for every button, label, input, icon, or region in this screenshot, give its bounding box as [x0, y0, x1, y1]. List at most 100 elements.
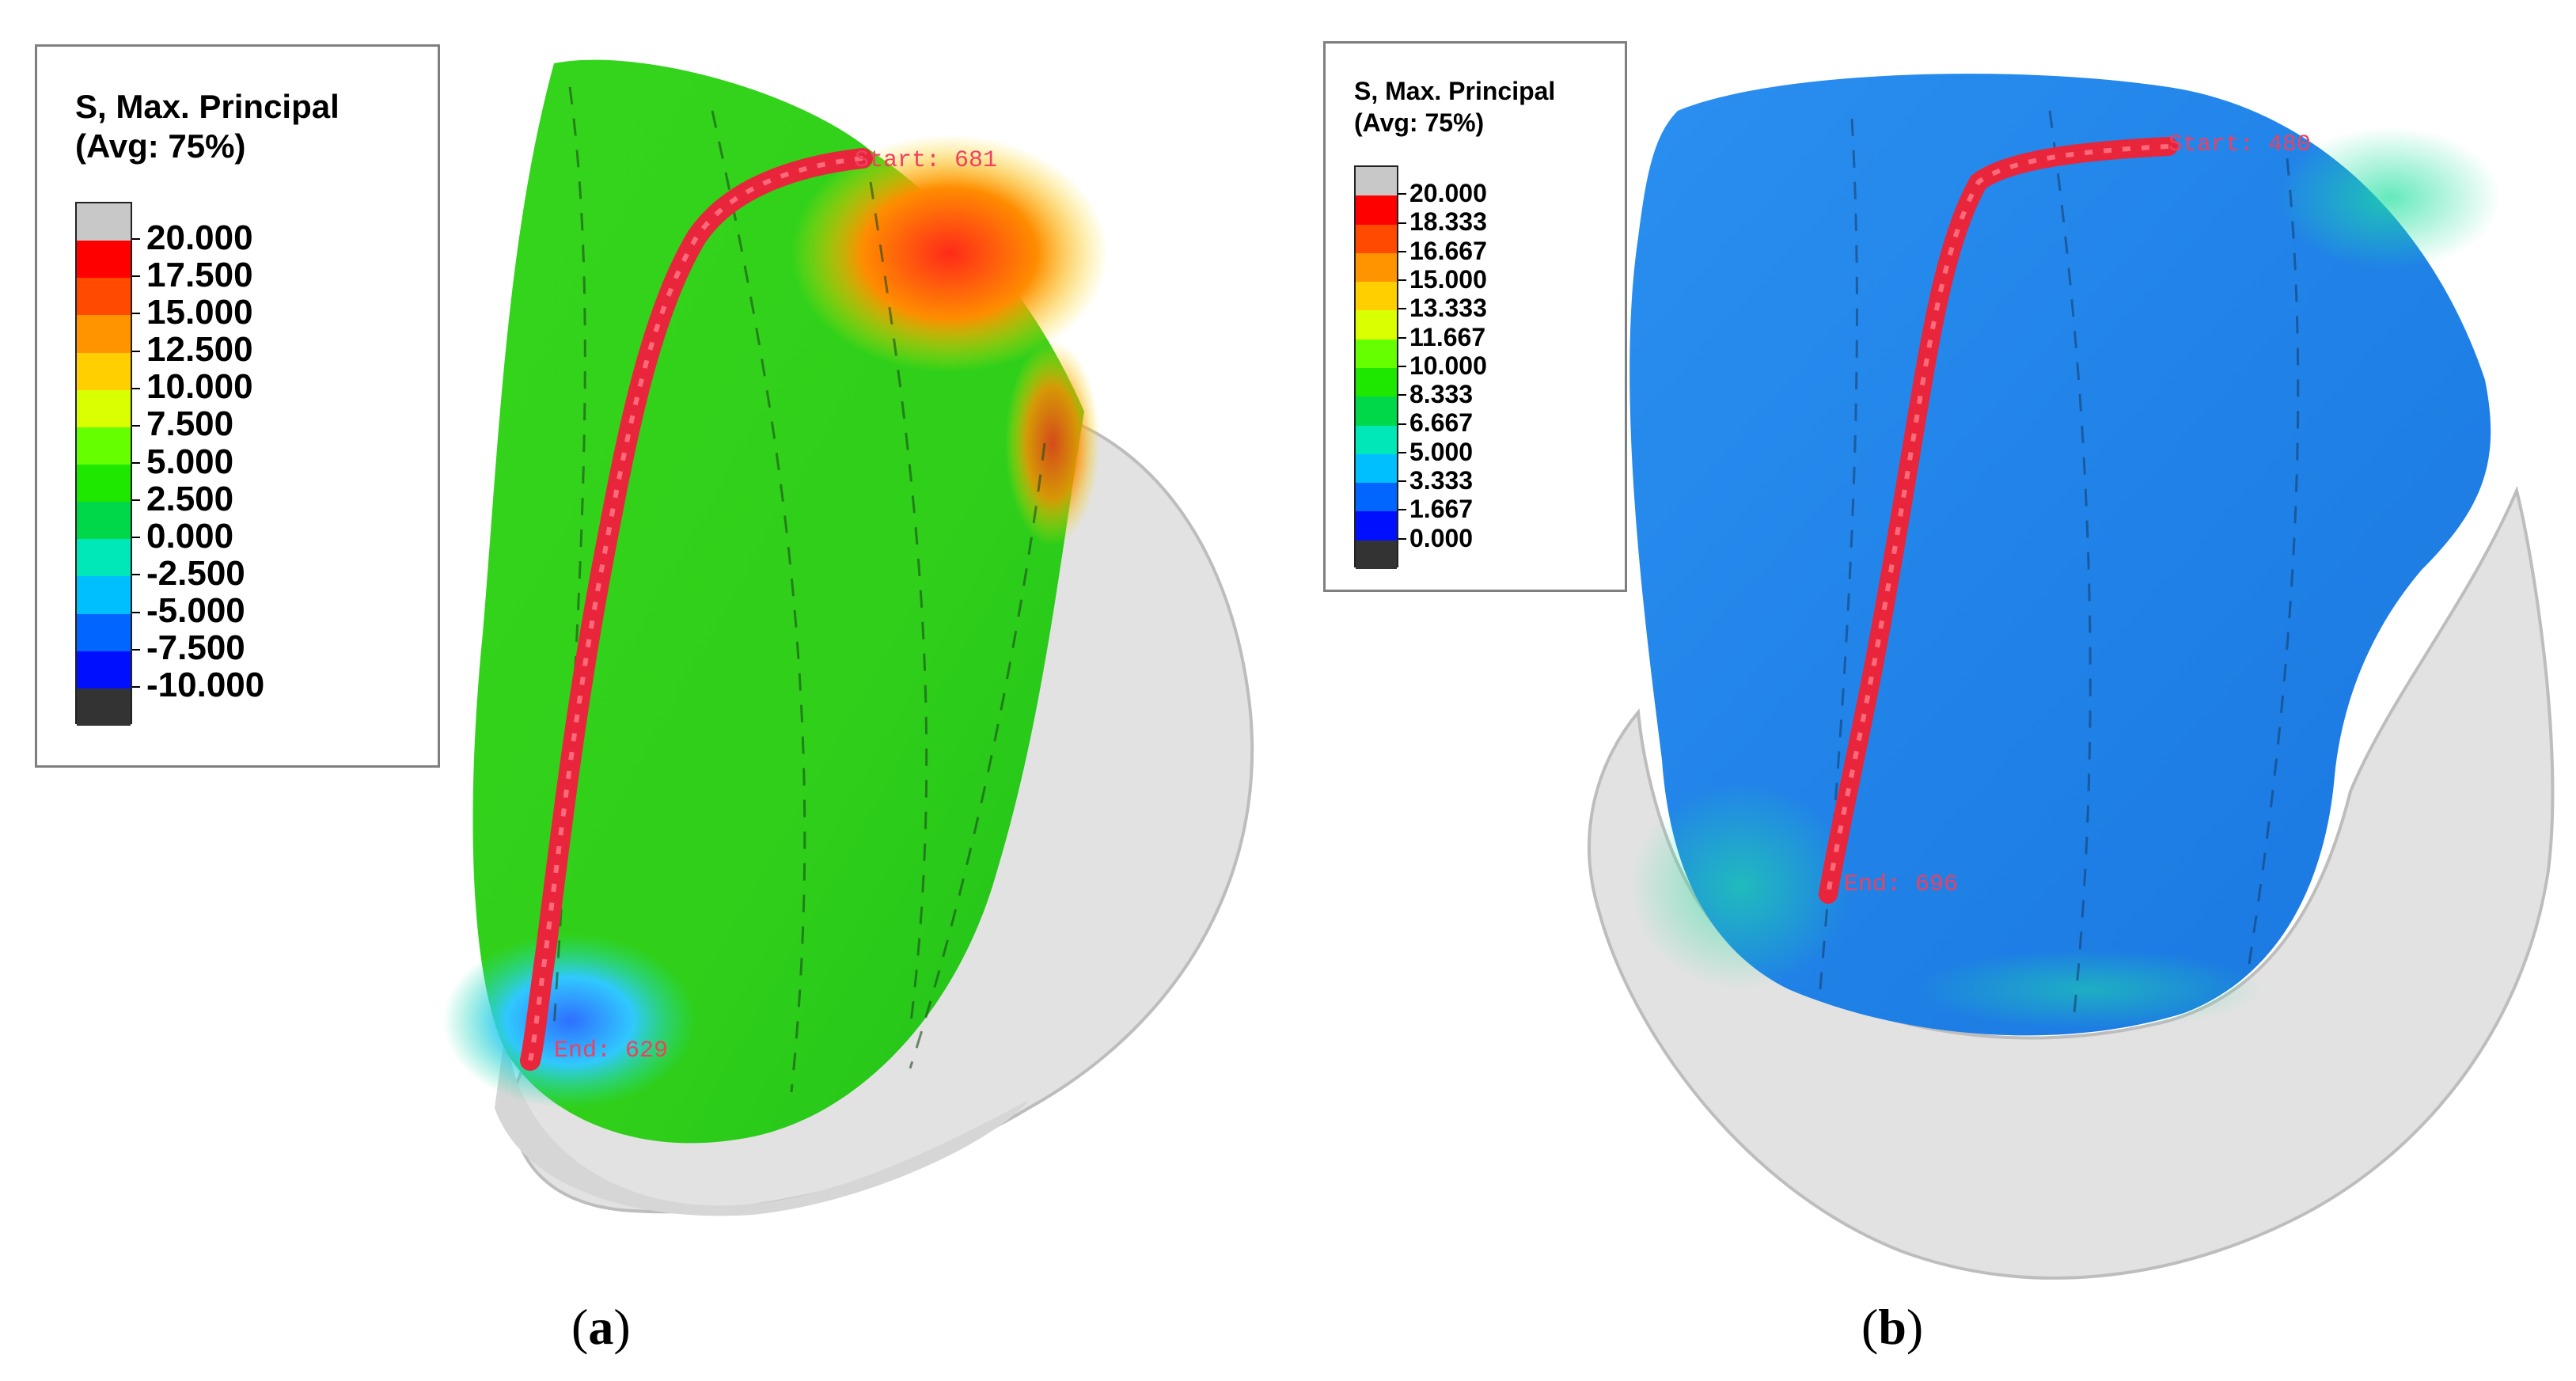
legend-swatch: [1356, 368, 1397, 397]
legend-tick: [1398, 279, 1406, 282]
bone-rim: [495, 1021, 1029, 1216]
legend-tick: [1398, 336, 1406, 339]
panel-a-model: Start: 681 End: 629: [443, 59, 1254, 1216]
legend-swatch: [1356, 167, 1397, 196]
legend-label: -5.000: [146, 591, 245, 631]
legend-swatch: [1356, 282, 1397, 311]
legend-tick: [1398, 366, 1406, 367]
legend-label: 13.333: [1409, 294, 1487, 323]
legend-swatch: [1356, 339, 1397, 369]
legend-label: 3.333: [1409, 465, 1474, 495]
legend-tick: [1398, 423, 1406, 425]
legend-label: -2.500: [146, 554, 245, 594]
legend-subtitle: (Avg: 75%): [1354, 108, 1485, 137]
legend-swatch: [77, 651, 131, 689]
legend-label: 10.000: [1409, 351, 1487, 380]
legend-label: 20.000: [146, 218, 253, 257]
legend-swatch: [1356, 540, 1397, 570]
legend-label: 20.000: [1409, 179, 1487, 208]
legend-swatch: [1356, 453, 1397, 484]
legend-tick: [132, 350, 140, 352]
legend-swatch: [77, 539, 131, 577]
legend-tick: [132, 685, 140, 688]
legend-tick: [132, 499, 140, 502]
legend-tick: [1398, 250, 1406, 252]
legend-label: 5.000: [146, 442, 234, 481]
bone-shape: [1588, 485, 2555, 1280]
legend-label: -7.500: [146, 628, 245, 668]
legend-tick: [132, 574, 140, 576]
legend-swatch: [77, 352, 131, 391]
legend-swatch: [1356, 252, 1397, 283]
legend-tick: [1398, 509, 1406, 511]
legend-swatch: [77, 389, 131, 428]
legend-swatch: [1356, 483, 1397, 512]
legend-label: 11.667: [1409, 322, 1486, 351]
legend-title: S, Max. Principal: [1354, 77, 1556, 105]
legend-label: 0.000: [1409, 523, 1474, 552]
legend-tick: [1398, 222, 1406, 224]
legend-swatch: [77, 315, 131, 354]
legend-colorbar: [75, 202, 132, 727]
panel-b-caption: (b): [1861, 1299, 1924, 1355]
legend-label: 15.000: [1409, 264, 1487, 294]
legend-tick: [1398, 537, 1406, 540]
path-end-label: End: 629: [554, 1038, 668, 1064]
legend-tick: [132, 387, 140, 389]
legend-tick: [1398, 193, 1406, 195]
legend-swatch: [1356, 511, 1397, 541]
panel-b-legend: S, Max. Principal (Avg: 75%) 20.000 18.33…: [1323, 41, 1627, 592]
legend-label: 10.000: [146, 367, 253, 407]
legend-label: 7.500: [146, 404, 234, 444]
legend-label: 6.667: [1409, 408, 1474, 438]
legend-tick: [132, 238, 140, 241]
panel-a-legend: S, Max. Principal (Avg: 75%) 20.000 17.50…: [35, 44, 440, 768]
hot-zone: [791, 135, 1108, 372]
legend-swatch: [1356, 310, 1397, 340]
legend-tick: [132, 537, 140, 539]
path-end-label: End: 696: [1844, 871, 1958, 898]
legend-swatch: [77, 688, 131, 727]
legend-label: 17.500: [146, 255, 253, 294]
legend-colorbar: [1354, 165, 1398, 570]
legend-label: 5.000: [1409, 437, 1474, 466]
legend-swatch: [77, 278, 131, 316]
legend-swatch: [1356, 425, 1397, 455]
cold-zone: [443, 934, 696, 1108]
path-start-label: Start: 480: [2168, 131, 2311, 158]
legend-swatch: [77, 241, 131, 279]
path-start-label: Start: 681: [855, 147, 997, 174]
legend-label: 1.667: [1409, 495, 1474, 524]
legend-tick: [1398, 394, 1406, 396]
legend-tick: [132, 275, 140, 278]
legend-swatch: [1356, 224, 1397, 254]
legend-tick: [132, 462, 140, 464]
legend-swatch: [1356, 195, 1397, 226]
legend-label: 8.333: [1409, 380, 1474, 409]
legend-tick: [132, 611, 140, 613]
legend-tick: [1398, 451, 1406, 453]
legend-label: 18.333: [1409, 207, 1487, 237]
legend-swatch: [77, 613, 131, 652]
legend-label: 16.667: [1409, 236, 1487, 265]
legend-swatch: [77, 576, 131, 615]
legend-label: 12.500: [146, 330, 253, 370]
panel-b-model: Start: 480 End: 696: [1588, 74, 2555, 1280]
legend-swatch: [77, 203, 131, 241]
legend-swatch: [77, 427, 131, 465]
legend-tick: [1398, 308, 1406, 310]
legend-label: -10.000: [146, 666, 265, 705]
legend-label: 2.500: [146, 479, 234, 518]
legend-tick: [132, 313, 140, 315]
legend-tick: [132, 424, 140, 427]
legend-swatch: [1356, 396, 1397, 427]
legend-tick: [132, 648, 140, 651]
legend-label: 15.000: [146, 293, 253, 332]
legend-label: 0.000: [146, 516, 234, 556]
panel-a-caption: (a): [571, 1299, 631, 1355]
legend-swatch: [77, 502, 131, 540]
legend-tick: [1398, 480, 1406, 483]
legend-swatch: [77, 465, 131, 503]
legend-subtitle: (Avg: 75%): [75, 127, 246, 165]
